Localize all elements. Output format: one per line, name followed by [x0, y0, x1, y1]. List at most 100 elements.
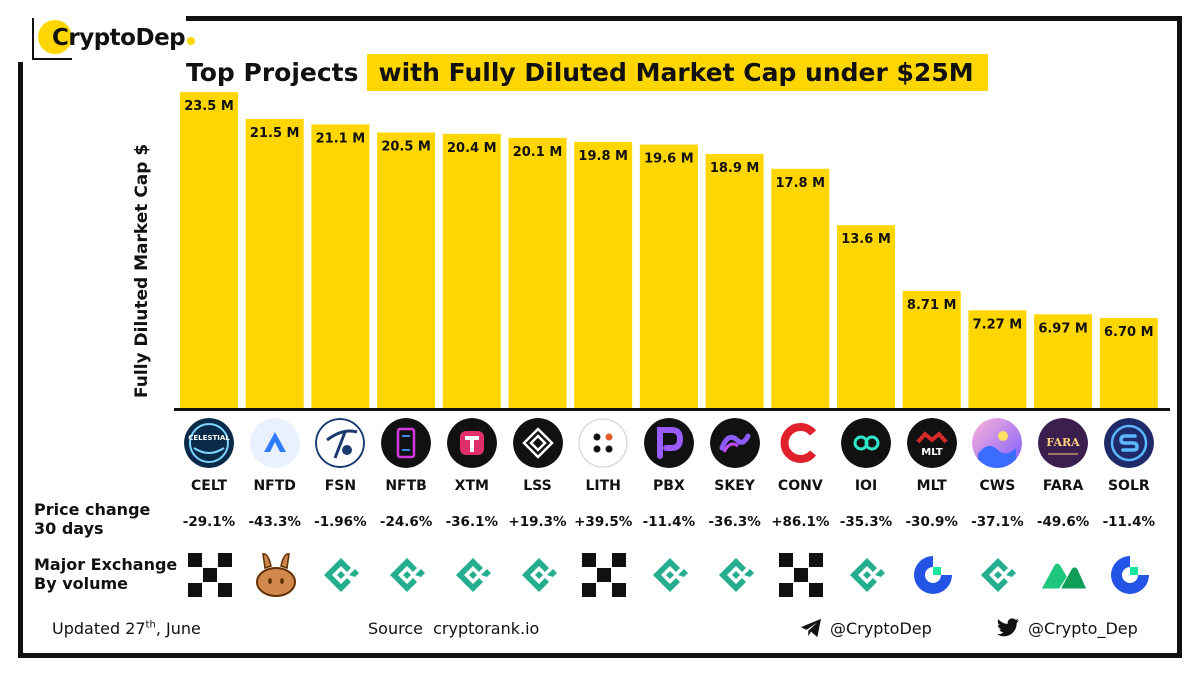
lss-icon — [512, 418, 563, 468]
price-change-xtm: -36.1% — [445, 514, 499, 530]
page-title: Top Projects with Fully Diluted Market C… — [186, 50, 988, 94]
price-change-celt: -29.1% — [182, 514, 236, 530]
exchange-label-line1: Major Exchange — [34, 555, 178, 574]
xtm-icon — [446, 418, 497, 468]
fsn-icon — [315, 418, 366, 468]
tick-label-fara: FARA — [1042, 478, 1084, 494]
value-label-solr: 6.70 M — [1104, 325, 1154, 340]
bar-lith — [574, 141, 633, 408]
twitter-icon — [997, 618, 1019, 637]
value-label-fara: 6.97 M — [1038, 321, 1088, 336]
y-axis-label: Fully Diluted Market Cap $ — [132, 143, 152, 398]
title-highlight: with Fully Diluted Market Cap under $25M — [366, 53, 988, 91]
bar-skey — [705, 153, 764, 408]
bar-fsn — [311, 124, 370, 408]
value-label-nftb: 20.5 M — [381, 139, 431, 154]
bar-ioi — [837, 225, 895, 408]
value-label-fsn: 21.1 M — [316, 131, 366, 146]
tick-label-solr: SOLR — [1107, 478, 1150, 494]
value-label-celt: 23.5 M — [184, 99, 234, 114]
skey-icon — [709, 418, 760, 468]
kucoin-icon — [317, 551, 365, 599]
price-change-fsn: -1.96% — [314, 514, 367, 530]
fara-icon: FARA — [1038, 418, 1089, 468]
tick-label-celt: CELT — [191, 478, 227, 494]
pbx-icon — [643, 418, 694, 468]
tick-label-fsn: FSN — [324, 478, 357, 494]
cws-icon — [972, 418, 1023, 468]
price-change-pbx: -11.4% — [642, 514, 696, 530]
svg-text:MLT: MLT — [921, 447, 943, 458]
svg-text:CELESTIAL: CELESTIAL — [188, 434, 230, 442]
mexc-icon — [1040, 551, 1088, 599]
tick-label-lss: LSS — [523, 478, 552, 494]
frame-bottom-border — [18, 653, 1182, 658]
price-change-fara: -49.6% — [1036, 514, 1090, 530]
value-label-nftd: 21.5 M — [250, 126, 300, 141]
tick-label-mlt: MLT — [916, 478, 947, 494]
conv-icon — [775, 418, 826, 468]
bar-cws — [968, 310, 1027, 408]
ioi-icon — [841, 418, 891, 468]
frame-top-border — [186, 16, 1182, 21]
kucoin-icon — [383, 551, 431, 599]
tick-label-nftd: NFTD — [253, 478, 296, 494]
bar-celt — [180, 92, 238, 408]
okx-icon — [186, 551, 234, 599]
tick-label-xtm: XTM — [454, 478, 489, 494]
price-change-nftd: -43.3% — [248, 514, 301, 530]
celestial-icon: CELESTIAL — [184, 418, 234, 468]
nftd-icon — [249, 418, 300, 468]
value-label-mlt: 8.71 M — [907, 298, 957, 313]
price-change-solr: -11.4% — [1102, 514, 1156, 530]
price-change-lith: +39.5% — [574, 514, 633, 530]
pancakeswap-icon — [252, 551, 300, 599]
svg-text:FARA: FARA — [1046, 436, 1080, 449]
price-change-lss: +19.3% — [508, 514, 567, 530]
kucoin-icon — [974, 551, 1022, 599]
price-change-ioi: -35.3% — [839, 514, 893, 530]
bar-xtm — [442, 133, 501, 408]
price-change-conv: +86.1% — [771, 514, 830, 530]
exchange-row-label: Major Exchange By volume — [34, 555, 177, 593]
kucoin-icon — [712, 551, 760, 599]
value-label-conv: 17.8 M — [776, 176, 826, 191]
gateio-icon — [909, 551, 957, 599]
kucoin-icon — [843, 551, 891, 599]
bar-lss — [508, 137, 567, 408]
nftb-icon — [381, 418, 432, 468]
value-label-pbx: 19.6 M — [644, 152, 694, 167]
kucoin-icon — [515, 551, 563, 599]
value-label-ioi: 13.6 M — [841, 232, 891, 247]
price-change-skey: -36.3% — [708, 514, 761, 530]
kucoin-icon — [449, 551, 497, 599]
bar-fara — [1034, 314, 1093, 408]
bar-nftd — [245, 119, 304, 408]
value-label-cws: 7.27 M — [973, 317, 1023, 332]
okx-icon — [777, 551, 825, 599]
price-change-label-line1: Price change — [34, 500, 151, 519]
tick-label-cws: CWS — [979, 478, 1016, 494]
exchange-label-line2: By volume — [34, 574, 129, 593]
tick-label-lith: LITH — [585, 478, 621, 494]
price-change-row-label: Price change 30 days — [34, 500, 150, 538]
tick-label-nftb: NFTB — [385, 478, 427, 494]
bar-pbx — [639, 144, 698, 409]
twitter-handle[interactable]: @Crypto_Dep — [996, 618, 1138, 638]
brand-name: CryptoDep — [52, 25, 196, 51]
tick-label-ioi: IOI — [854, 478, 878, 494]
corner-mark — [32, 58, 72, 60]
tick-label-conv: CONV — [777, 478, 823, 494]
value-label-skey: 18.9 M — [710, 161, 760, 176]
price-change-label-line2: 30 days — [34, 519, 104, 538]
value-label-lith: 19.8 M — [578, 149, 628, 164]
updated-date: Updated 27th, June — [52, 619, 201, 638]
frame-right-border — [1177, 16, 1182, 658]
price-change-mlt: -30.9% — [905, 514, 958, 530]
source-credit: Source cryptorank.io — [368, 619, 540, 638]
gateio-icon — [1106, 551, 1154, 599]
price-change-nftb: -24.6% — [379, 514, 433, 530]
telegram-handle[interactable]: @CryptoDep — [800, 618, 932, 638]
bar-conv — [771, 168, 830, 408]
twitter-handle-text: @Crypto_Dep — [1028, 618, 1138, 638]
